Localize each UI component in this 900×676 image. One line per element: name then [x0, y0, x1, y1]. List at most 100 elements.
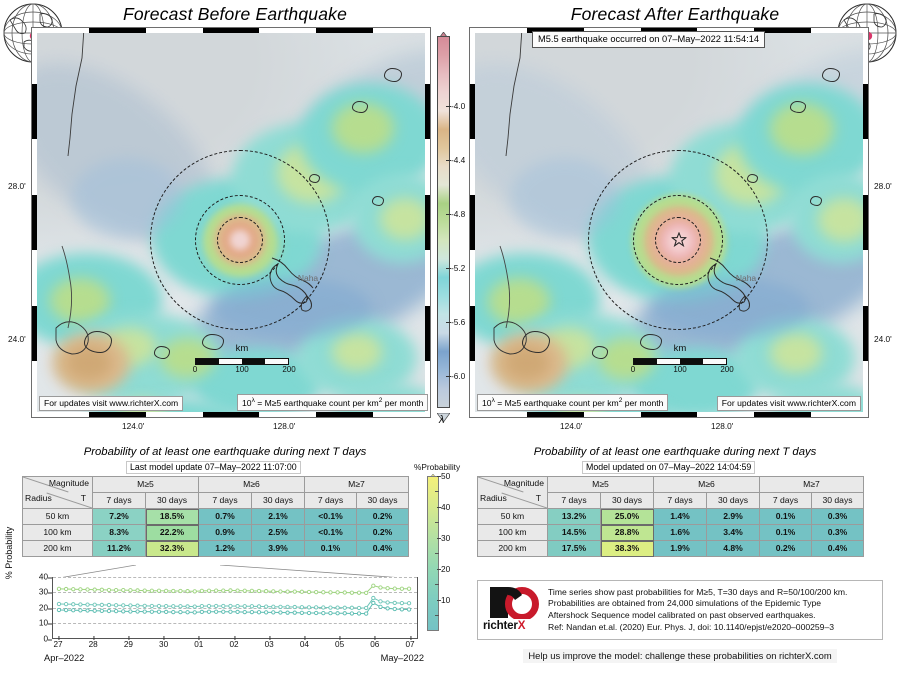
lat-tick-label: 24.0' [874, 334, 892, 344]
probability-cell[interactable]: 0.2% [759, 540, 812, 557]
colorbar-tick: -5.6 [445, 317, 466, 327]
lon-tick-label: 128.0' [711, 421, 734, 431]
timeseries-xtick: 05 [335, 636, 345, 649]
map-axis-top [470, 28, 868, 33]
probability-cell[interactable]: 14.5% [547, 524, 601, 541]
forecast-table-before[interactable]: Magnitude Radius T M≥5 M≥6 M≥7 7 days 30… [22, 476, 409, 557]
period-header: 7 days [92, 492, 146, 509]
note-exponent: λ [251, 396, 255, 404]
period-header: 30 days [600, 492, 654, 509]
probability-cell[interactable]: 13.2% [547, 508, 601, 525]
timeseries-xtick: 27 [53, 636, 63, 649]
probability-cell[interactable]: 3.4% [706, 524, 760, 541]
probability-cell[interactable]: 0.1% [759, 524, 812, 541]
probability-cell[interactable]: 3.9% [251, 540, 305, 557]
probability-cell[interactable]: 2.1% [251, 508, 305, 525]
timeseries-plot-area [52, 577, 418, 639]
map-axis-bottom [470, 412, 868, 417]
timeseries-xtick: 06 [370, 636, 380, 649]
map-note-updates[interactable]: For updates visit www.richterX.com [39, 396, 184, 411]
note-mid: = M≥5 earthquake count per km [494, 397, 619, 408]
forecast-subtitle-right: Model updated on 07–May–2022 14:04:59 [582, 461, 756, 474]
forecast-map-before[interactable]: Naha km 0 100 200 For updates visit www.… [31, 27, 431, 418]
probability-cell[interactable]: 0.4% [811, 540, 864, 557]
lon-tick-label: 128.0' [273, 421, 296, 431]
note-end: per month [622, 397, 664, 408]
period-header: 30 days [706, 492, 760, 509]
note-mid: = M≥5 earthquake count per km [254, 397, 379, 408]
map-note-legend: 10λ = M≥5 earthquake count per km2 per m… [237, 394, 429, 411]
probability-cell[interactable]: 1.2% [198, 540, 252, 557]
magnitude-group-header: M≥6 [198, 476, 305, 493]
zoom-connector-lines [52, 565, 419, 579]
earthquake-alert-banner[interactable]: M5.5 earthquake occurred on 07–May–2022 … [532, 31, 766, 48]
scalebar-tick: 100 [235, 365, 249, 374]
scalebar-tick: 100 [673, 365, 687, 374]
colorbar-gradient-track [437, 36, 450, 408]
probability-cell[interactable]: 38.3% [600, 540, 654, 557]
probability-cell[interactable]: 0.4% [356, 540, 409, 557]
map-scalebar: km 0 100 200 [193, 343, 296, 376]
probability-cell[interactable]: 0.7% [198, 508, 252, 525]
radius-circle-200km [150, 150, 330, 330]
probability-colorbar: %Probability 50 40 30 20 10 [414, 462, 470, 652]
probability-cell[interactable]: <0.1% [304, 508, 357, 525]
colorbar-arrow-bottom [436, 409, 451, 423]
corner-t-label: T [535, 493, 541, 503]
timeseries-chart[interactable]: % Probability 40 30 20 10 0 27 28 29 30 01 02… [4, 527, 428, 673]
probability-cell[interactable]: 0.9% [198, 524, 252, 541]
probability-cell[interactable]: 2.5% [251, 524, 305, 541]
timeseries-ytick: 20 [8, 604, 52, 613]
note-exponent: λ [491, 396, 495, 404]
timeseries-xtick: 07 [405, 636, 415, 649]
probability-cell[interactable]: 7.2% [92, 508, 146, 525]
table-row: 200 km 17.5% 38.3% 1.9% 4.8% 0.2% 0.4% [477, 540, 864, 557]
radius-label: 100 km [477, 524, 548, 541]
timeseries-xtick: 01 [194, 636, 204, 649]
probability-cell[interactable]: 0.3% [811, 508, 864, 525]
probability-cell[interactable]: 0.1% [304, 540, 357, 557]
probability-cell[interactable]: 4.8% [706, 540, 760, 557]
table-row: 50 km 7.2% 18.5% 0.7% 2.1% <0.1% 0.2% [22, 508, 409, 525]
timeseries-xtick: 28 [88, 636, 98, 649]
probability-cell[interactable]: 11.2% [92, 540, 146, 557]
probability-cell[interactable]: 1.6% [653, 524, 707, 541]
period-header: 7 days [547, 492, 601, 509]
probability-cell[interactable]: 32.3% [145, 540, 199, 557]
probability-cell[interactable]: 8.3% [92, 524, 146, 541]
forecast-table-after[interactable]: Magnitude Radius T M≥5 M≥6 M≥7 7 days 30… [477, 476, 864, 557]
probability-cell[interactable]: 28.8% [600, 524, 654, 541]
probability-cell[interactable]: 25.0% [600, 508, 654, 525]
radius-circle-200km [588, 150, 768, 330]
probability-cell[interactable]: 0.2% [356, 508, 409, 525]
timeseries-ytick: 10 [8, 619, 52, 628]
map-title-after: Forecast After Earthquake [570, 4, 780, 24]
forecast-title-right: Probability of at least one earthquake d… [533, 446, 817, 458]
probability-cell[interactable]: 0.3% [811, 524, 864, 541]
map-axis-bottom [32, 412, 430, 417]
probability-cell[interactable]: <0.1% [304, 524, 357, 541]
richterx-logo[interactable]: richterX [478, 581, 548, 639]
corner-slash [478, 477, 547, 508]
footer-call-to-action[interactable]: Help us improve the model: challenge the… [477, 649, 883, 663]
probability-cell[interactable]: 1.9% [653, 540, 707, 557]
corner-magnitude-label: Magnitude [503, 478, 544, 488]
probability-cell[interactable]: 1.4% [653, 508, 707, 525]
probability-cell[interactable]: 2.9% [706, 508, 760, 525]
probability-cell[interactable]: 18.5% [145, 508, 199, 525]
table-row: 100 km 14.5% 28.8% 1.6% 3.4% 0.1% 0.3% [477, 524, 864, 541]
period-header: 7 days [759, 492, 812, 509]
scalebar-tick: 200 [720, 365, 734, 374]
probability-tick: 50 [436, 471, 451, 481]
probability-cell[interactable]: 17.5% [547, 540, 601, 557]
note-exponent-2: 2 [618, 396, 623, 404]
probability-cell[interactable]: 0.2% [356, 524, 409, 541]
map-note-updates[interactable]: For updates visit www.richterX.com [716, 396, 861, 411]
colorbar-tick: -5.2 [445, 263, 466, 273]
corner-radius-label: Radius [480, 493, 507, 503]
forecast-map-after[interactable]: Naha km 0 100 200 10λ = M≥5 earthquake c… [469, 27, 869, 418]
probability-cell[interactable]: 22.2% [145, 524, 199, 541]
radius-label: 100 km [22, 524, 93, 541]
probability-cell[interactable]: 0.1% [759, 508, 812, 525]
scalebar-unit-label: km [673, 343, 687, 354]
